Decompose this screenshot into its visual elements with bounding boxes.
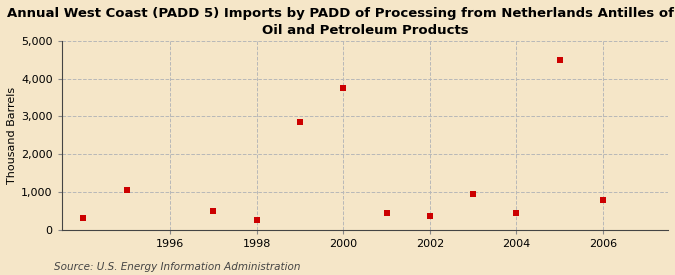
Point	[78, 216, 89, 220]
Point	[468, 192, 479, 196]
Point	[251, 217, 262, 222]
Point	[208, 209, 219, 213]
Point	[294, 120, 305, 124]
Point	[597, 198, 608, 202]
Point	[554, 57, 565, 62]
Point	[122, 188, 132, 192]
Point	[425, 214, 435, 218]
Point	[338, 86, 349, 90]
Title: Annual West Coast (PADD 5) Imports by PADD of Processing from Netherlands Antill: Annual West Coast (PADD 5) Imports by PA…	[7, 7, 675, 37]
Y-axis label: Thousand Barrels: Thousand Barrels	[7, 87, 17, 184]
Text: Source: U.S. Energy Information Administration: Source: U.S. Energy Information Administ…	[54, 262, 300, 272]
Point	[381, 211, 392, 215]
Point	[511, 211, 522, 215]
